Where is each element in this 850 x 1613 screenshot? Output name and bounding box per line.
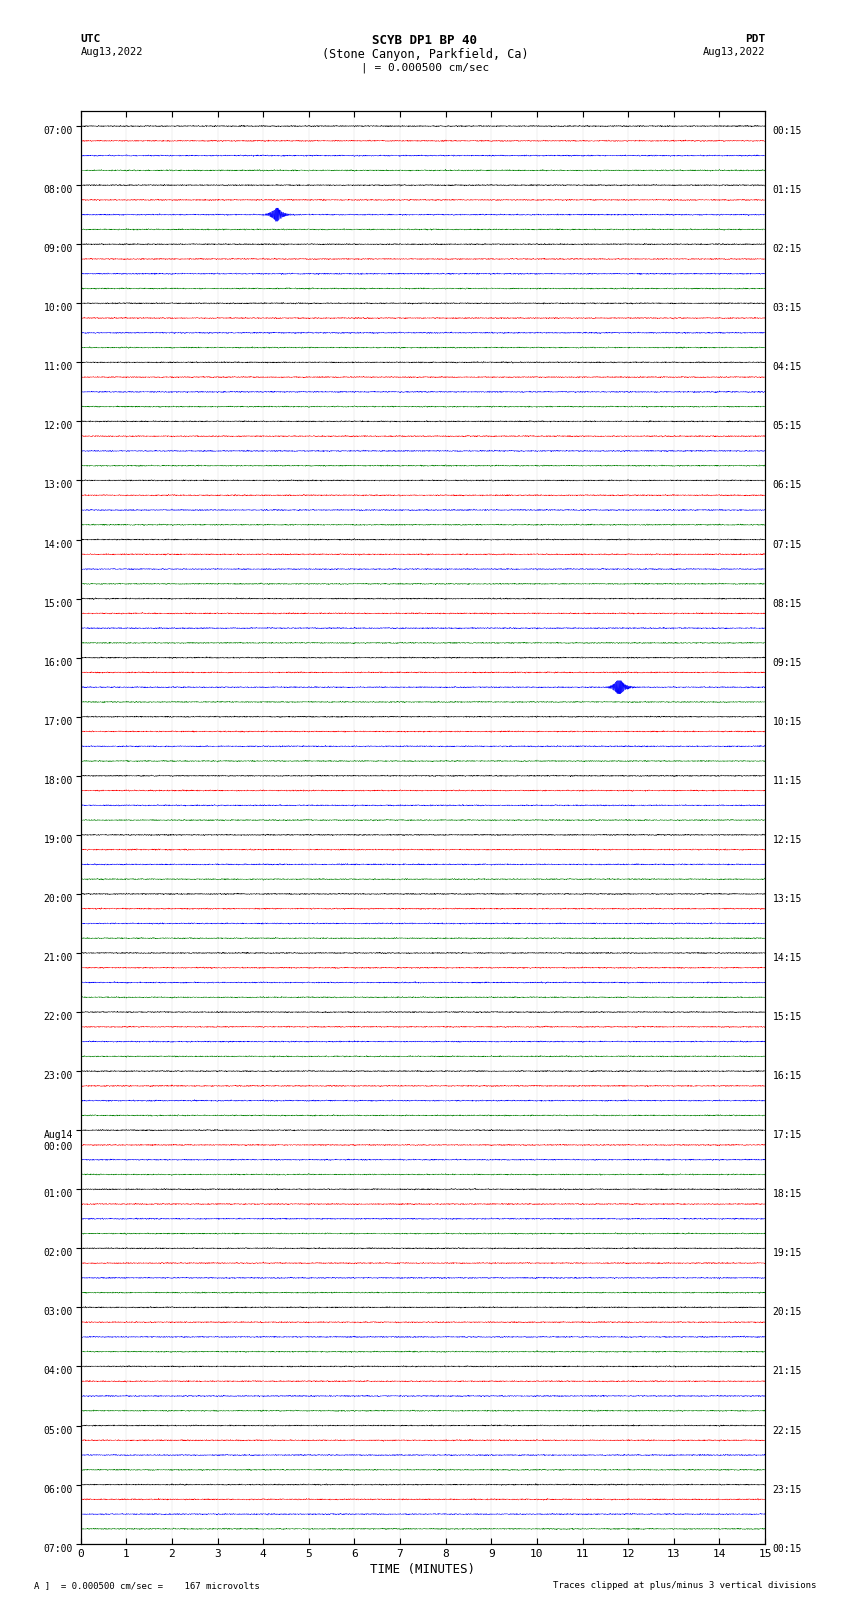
X-axis label: TIME (MINUTES): TIME (MINUTES) xyxy=(371,1563,475,1576)
Text: | = 0.000500 cm/sec: | = 0.000500 cm/sec xyxy=(361,63,489,74)
Text: Aug13,2022: Aug13,2022 xyxy=(81,47,144,56)
Text: PDT: PDT xyxy=(745,34,765,44)
Text: UTC: UTC xyxy=(81,34,101,44)
Text: Traces clipped at plus/minus 3 vertical divisions: Traces clipped at plus/minus 3 vertical … xyxy=(552,1581,816,1590)
Text: Aug13,2022: Aug13,2022 xyxy=(702,47,765,56)
Text: (Stone Canyon, Parkfield, Ca): (Stone Canyon, Parkfield, Ca) xyxy=(321,48,529,61)
Text: A ]  = 0.000500 cm/sec =    167 microvolts: A ] = 0.000500 cm/sec = 167 microvolts xyxy=(34,1581,260,1590)
Text: SCYB DP1 BP 40: SCYB DP1 BP 40 xyxy=(372,34,478,47)
